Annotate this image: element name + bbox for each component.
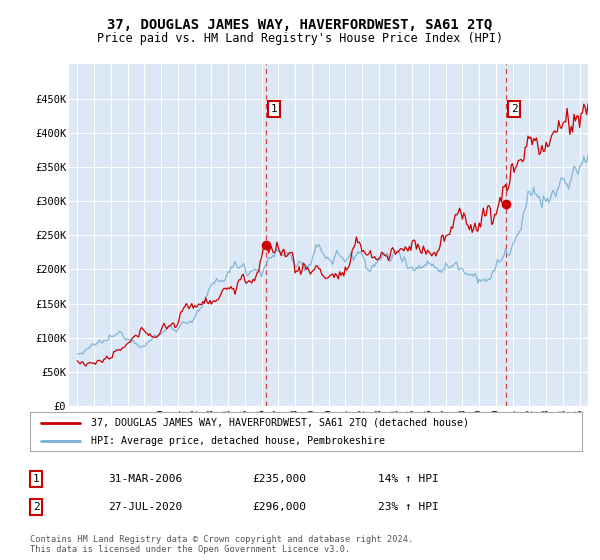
Text: 37, DOUGLAS JAMES WAY, HAVERFORDWEST, SA61 2TQ (detached house): 37, DOUGLAS JAMES WAY, HAVERFORDWEST, SA…: [91, 418, 469, 428]
Text: HPI: Average price, detached house, Pembrokeshire: HPI: Average price, detached house, Pemb…: [91, 436, 385, 446]
Text: 27-JUL-2020: 27-JUL-2020: [108, 502, 182, 512]
Text: 1: 1: [271, 104, 277, 114]
Text: £296,000: £296,000: [252, 502, 306, 512]
Text: 1: 1: [32, 474, 40, 484]
Text: Contains HM Land Registry data © Crown copyright and database right 2024.
This d: Contains HM Land Registry data © Crown c…: [30, 535, 413, 554]
Text: £235,000: £235,000: [252, 474, 306, 484]
Text: 31-MAR-2006: 31-MAR-2006: [108, 474, 182, 484]
Text: 23% ↑ HPI: 23% ↑ HPI: [378, 502, 439, 512]
Text: 2: 2: [511, 104, 517, 114]
Text: 2: 2: [32, 502, 40, 512]
Text: 37, DOUGLAS JAMES WAY, HAVERFORDWEST, SA61 2TQ: 37, DOUGLAS JAMES WAY, HAVERFORDWEST, SA…: [107, 18, 493, 32]
Text: 14% ↑ HPI: 14% ↑ HPI: [378, 474, 439, 484]
Text: Price paid vs. HM Land Registry's House Price Index (HPI): Price paid vs. HM Land Registry's House …: [97, 32, 503, 45]
